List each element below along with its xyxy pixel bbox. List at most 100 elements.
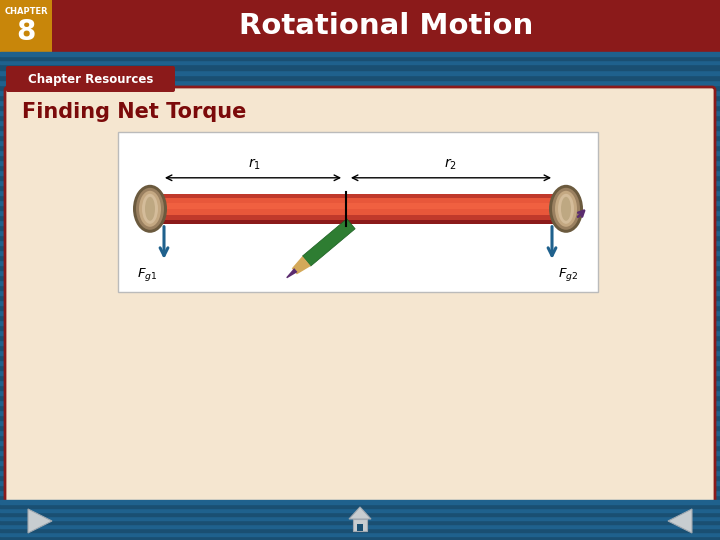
Bar <box>150 220 566 224</box>
Bar <box>0 385 720 390</box>
Bar <box>0 70 720 75</box>
Bar <box>0 420 720 425</box>
Bar <box>0 160 720 165</box>
FancyBboxPatch shape <box>6 66 175 92</box>
Bar <box>0 525 720 530</box>
FancyBboxPatch shape <box>5 87 715 505</box>
Bar <box>0 235 720 240</box>
Bar <box>0 325 720 330</box>
Bar <box>0 430 720 435</box>
Bar <box>0 95 720 100</box>
Bar <box>0 90 720 95</box>
Bar <box>0 445 720 450</box>
Bar <box>0 265 720 270</box>
Bar <box>0 285 720 290</box>
Bar <box>0 345 720 350</box>
Polygon shape <box>349 507 371 519</box>
Bar <box>0 470 720 475</box>
Bar <box>0 10 720 15</box>
Bar <box>0 0 52 52</box>
Bar <box>0 150 720 155</box>
Bar <box>0 245 720 250</box>
Bar <box>150 198 566 203</box>
Bar <box>0 40 720 45</box>
Bar <box>0 275 720 280</box>
Bar <box>0 505 720 510</box>
Bar <box>0 502 720 540</box>
Bar <box>0 80 720 85</box>
Bar <box>0 450 720 455</box>
Bar <box>0 340 720 345</box>
Bar <box>0 500 720 504</box>
Bar <box>0 185 720 190</box>
Bar <box>0 440 720 445</box>
Bar <box>150 194 566 198</box>
Bar <box>0 504 720 508</box>
Bar <box>0 400 720 405</box>
Text: Chapter Resources: Chapter Resources <box>28 72 153 85</box>
Bar <box>0 330 720 335</box>
Bar <box>0 56 720 60</box>
Bar <box>0 405 720 410</box>
Bar <box>0 250 720 255</box>
Bar <box>0 536 720 540</box>
Bar <box>0 410 720 415</box>
Bar <box>0 64 720 68</box>
Ellipse shape <box>136 188 164 230</box>
Bar <box>0 350 720 355</box>
Bar <box>0 500 720 505</box>
Bar <box>0 60 720 65</box>
Ellipse shape <box>145 197 155 221</box>
Bar <box>0 515 720 520</box>
Bar <box>0 15 720 20</box>
Bar <box>0 170 720 175</box>
Polygon shape <box>292 256 311 274</box>
Bar <box>0 110 720 115</box>
Bar <box>0 190 720 195</box>
Bar <box>0 130 720 135</box>
Bar <box>0 415 720 420</box>
Bar <box>0 485 720 490</box>
Bar <box>0 115 720 120</box>
Bar <box>0 355 720 360</box>
Ellipse shape <box>561 197 571 221</box>
Bar <box>0 360 720 365</box>
Text: $r_1$: $r_1$ <box>248 157 261 172</box>
Bar <box>118 132 598 292</box>
Polygon shape <box>287 268 297 278</box>
Bar <box>0 45 720 50</box>
Text: $r_2$: $r_2$ <box>444 157 456 172</box>
Bar <box>0 175 720 180</box>
Bar <box>0 395 720 400</box>
Bar <box>0 105 720 110</box>
Bar <box>150 215 566 220</box>
Bar <box>0 480 720 485</box>
Bar <box>0 270 720 275</box>
Bar <box>0 520 720 525</box>
Bar <box>0 25 720 30</box>
Bar <box>0 510 720 515</box>
Bar <box>0 200 720 205</box>
Text: $F_{g1}$: $F_{g1}$ <box>138 266 158 283</box>
Bar <box>0 215 720 220</box>
Bar <box>0 315 720 320</box>
Bar <box>0 180 720 185</box>
Text: Rotational Motion: Rotational Motion <box>239 12 533 40</box>
Polygon shape <box>668 509 692 533</box>
Bar <box>0 0 720 5</box>
Bar <box>0 335 720 340</box>
Ellipse shape <box>133 185 167 233</box>
Polygon shape <box>302 219 355 266</box>
Ellipse shape <box>555 191 577 227</box>
Bar <box>0 280 720 285</box>
Bar <box>0 0 720 52</box>
Bar <box>0 165 720 170</box>
Bar <box>0 155 720 160</box>
Bar <box>0 85 720 90</box>
Polygon shape <box>28 509 52 533</box>
Bar <box>150 203 566 209</box>
Bar <box>0 460 720 465</box>
Bar <box>0 512 720 516</box>
Bar <box>0 475 720 480</box>
Bar <box>0 390 720 395</box>
